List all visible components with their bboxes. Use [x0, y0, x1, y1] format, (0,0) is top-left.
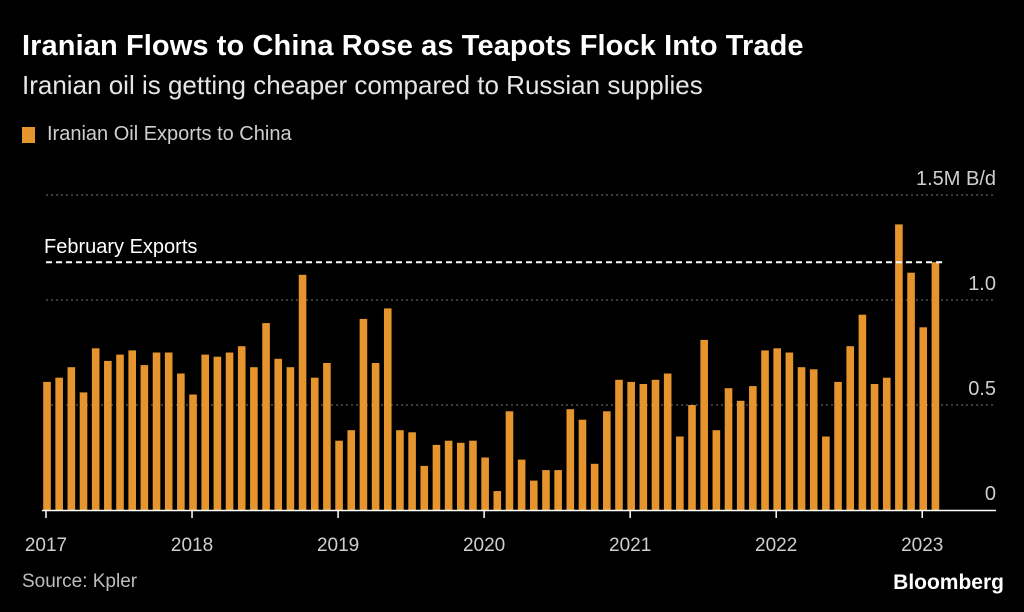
bar [128, 350, 136, 510]
bar [481, 457, 489, 510]
bar [140, 365, 149, 510]
x-tick-label: 2023 [901, 535, 943, 556]
bar [651, 379, 660, 510]
bar [310, 377, 319, 510]
bar [359, 318, 368, 510]
bar [530, 480, 538, 510]
bar [505, 411, 514, 510]
y-tick-label: 1.0 [968, 273, 996, 295]
bar [700, 339, 708, 510]
bar [91, 348, 100, 510]
bar [712, 430, 721, 510]
y-tick-label: 0.5 [968, 378, 996, 400]
bar [676, 436, 684, 510]
bar [164, 352, 173, 510]
bar [116, 354, 124, 510]
bar [919, 327, 928, 510]
bar [371, 363, 380, 510]
legend-swatch [22, 126, 35, 143]
bar [274, 358, 283, 510]
legend-label: Iranian Oil Exports to China [47, 123, 292, 145]
bar [420, 465, 429, 510]
bar [724, 388, 733, 510]
bar [736, 400, 745, 510]
legend: Iranian Oil Exports to China [22, 123, 292, 146]
bar [603, 411, 611, 510]
bar [931, 262, 940, 510]
bar [201, 354, 210, 510]
bar [663, 373, 672, 510]
x-tick-label: 2019 [317, 535, 359, 556]
bar [408, 432, 416, 510]
bar [554, 470, 562, 510]
bar [590, 463, 599, 510]
bar [895, 224, 903, 510]
bar [262, 323, 270, 510]
bloomberg-logo: Bloomberg [893, 571, 1004, 594]
bar [432, 444, 441, 510]
bar [809, 369, 818, 510]
bar [213, 356, 222, 510]
bar [225, 352, 234, 510]
bar [566, 409, 575, 510]
bar [797, 367, 806, 510]
bar [152, 352, 161, 510]
bar [688, 405, 696, 510]
bar [846, 346, 855, 510]
reference-line-label: February Exports [44, 236, 197, 258]
bar [67, 367, 76, 510]
bar [79, 392, 88, 510]
bar [298, 274, 307, 510]
bar [396, 430, 404, 510]
bar [773, 348, 781, 510]
bar [870, 384, 879, 510]
chart-title: Iranian Flows to China Rose as Teapots F… [22, 30, 804, 62]
bar [383, 308, 392, 510]
bar [907, 272, 915, 510]
bar [834, 381, 842, 510]
bar [882, 377, 891, 510]
bar [822, 436, 830, 510]
bar [639, 384, 648, 510]
bar [761, 350, 769, 510]
bar [189, 394, 197, 510]
bar [456, 442, 465, 510]
chart-subtitle: Iranian oil is getting cheaper compared … [22, 70, 703, 100]
bar [493, 491, 502, 510]
bar [250, 367, 258, 510]
bar [542, 470, 550, 510]
bar [237, 346, 246, 510]
y-tick-label: 1.5M B/d [916, 168, 996, 190]
bar [335, 440, 343, 510]
source-note: Source: Kpler [22, 571, 138, 592]
bar [444, 440, 453, 510]
x-tick-label: 2018 [171, 535, 213, 556]
bar [749, 386, 757, 510]
x-tick-label: 2020 [463, 535, 505, 556]
bar [104, 360, 112, 510]
y-tick-label: 0 [985, 483, 996, 505]
bar [43, 381, 51, 510]
bar [578, 419, 587, 510]
bar [615, 379, 623, 510]
x-tick-label: 2021 [609, 535, 651, 556]
bar [55, 377, 63, 510]
bar [177, 373, 185, 510]
bar [347, 430, 356, 510]
bar [517, 459, 526, 510]
bar [858, 314, 867, 510]
bar [785, 352, 794, 510]
bar [286, 367, 295, 510]
bar [627, 381, 635, 510]
bar [323, 363, 331, 510]
x-tick-label: 2022 [755, 535, 797, 556]
bar [469, 440, 477, 510]
x-tick-label: 2017 [25, 535, 67, 556]
